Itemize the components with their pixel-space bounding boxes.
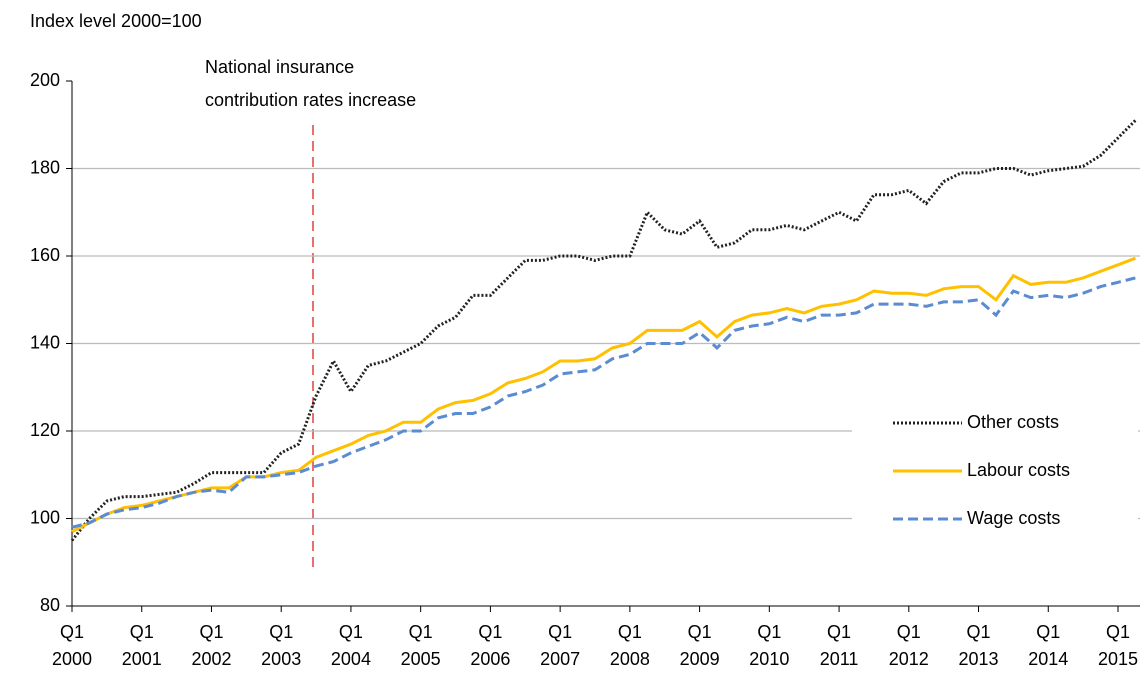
x-tick-label: Q1 2001 [122,622,162,669]
annotation: contribution rates increase [205,90,416,110]
x-tick-label: Q1 2005 [401,622,441,669]
y-tick-label: 200 [30,70,60,90]
x-tick-label: Q1 2010 [749,622,789,669]
y-tick-label: 100 [30,507,60,527]
series-line [71,276,1136,529]
annotation: National insurance [205,57,354,77]
y-tick-label: 80 [40,595,60,615]
x-tick-label: Q1 2013 [959,622,999,669]
y-tick-label: 160 [30,245,60,265]
x-tick-label: Q1 2014 [1028,622,1068,669]
x-tick-label: Q1 2007 [540,622,580,669]
series-line [70,119,1137,542]
x-tick-label: Q1 2004 [331,622,371,669]
y-tick-label: 120 [30,420,60,440]
x-tick-label: Q1 2000 [52,622,92,669]
y-tick-label: 180 [30,157,60,177]
y-tick-label: 140 [30,332,60,352]
x-tick-label: Q1 2011 [820,622,859,669]
legend-label: Other costs [967,412,1059,432]
y-axis-label: Index level 2000=100 [30,11,202,31]
x-tick-label: Q1 2015 [1098,622,1138,669]
x-tick-label: Q1 2008 [610,622,650,669]
legend-label: Wage costs [967,508,1060,528]
x-tick-label: Q1 2003 [261,622,301,669]
x-tick-label: Q1 2002 [191,622,231,669]
x-tick-label: Q1 2006 [470,622,510,669]
x-tick-label: Q1 2012 [889,622,929,669]
legend-label: Labour costs [967,460,1070,480]
x-tick-label: Q1 2009 [680,622,720,669]
